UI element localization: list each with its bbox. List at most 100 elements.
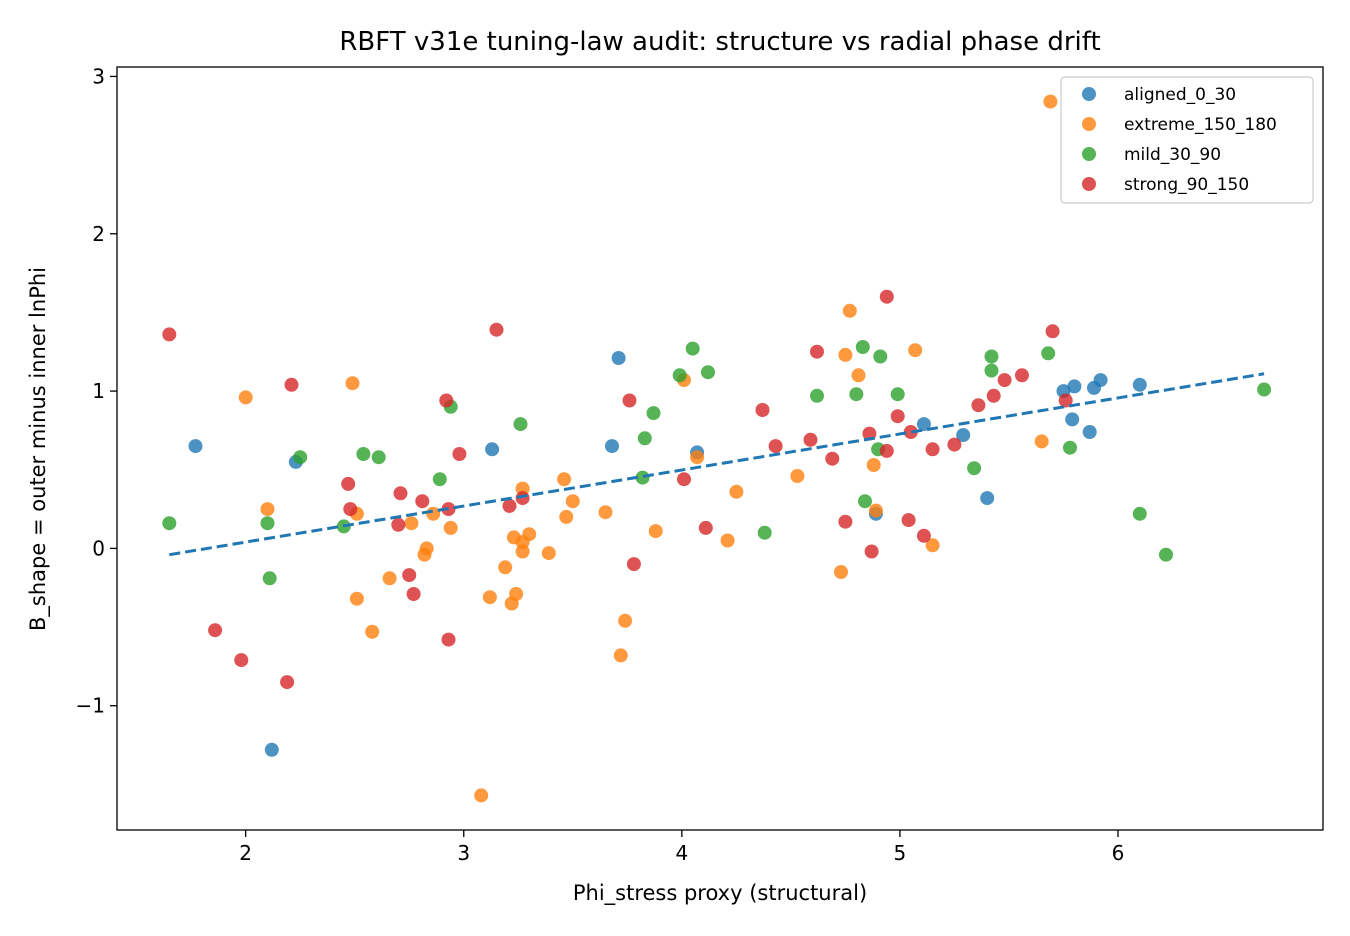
data-point xyxy=(855,340,870,354)
data-point xyxy=(672,368,687,383)
data-point xyxy=(873,349,888,364)
y-tick-label: 0 xyxy=(92,536,105,560)
data-point xyxy=(980,491,995,506)
data-point xyxy=(598,505,613,520)
data-point xyxy=(825,451,840,466)
data-point xyxy=(864,544,879,559)
data-point xyxy=(838,514,853,529)
data-point xyxy=(208,623,223,638)
data-point xyxy=(984,349,999,364)
data-point xyxy=(810,344,824,359)
data-point xyxy=(498,560,513,575)
x-axis-label: Phi_stress proxy (structural) xyxy=(573,881,867,906)
plot-area xyxy=(162,94,1272,803)
data-point xyxy=(605,439,619,454)
x-tick-label: 5 xyxy=(894,841,907,865)
data-point xyxy=(890,387,905,402)
data-point xyxy=(432,472,447,487)
data-point xyxy=(626,557,641,572)
data-point xyxy=(947,437,962,452)
legend-marker xyxy=(1082,117,1096,131)
data-point xyxy=(482,590,497,605)
data-point xyxy=(1093,373,1108,388)
chart-title: RBFT v31e tuning-law audit: structure vs… xyxy=(339,27,1100,57)
series-extreme_150_180 xyxy=(238,94,1058,803)
data-point xyxy=(1132,506,1147,521)
data-point xyxy=(557,472,572,487)
legend-marker xyxy=(1082,147,1096,161)
data-point xyxy=(293,450,308,465)
data-point xyxy=(701,365,715,380)
series-strong_90_150 xyxy=(162,289,1073,690)
legend-box xyxy=(1060,76,1314,204)
data-point xyxy=(803,432,818,447)
data-point xyxy=(404,516,419,531)
data-point xyxy=(903,425,918,439)
data-point xyxy=(393,486,408,501)
data-point xyxy=(162,516,177,531)
data-point xyxy=(677,472,691,487)
data-point xyxy=(838,347,853,362)
data-point xyxy=(349,591,364,606)
data-point xyxy=(842,303,857,318)
legend-label: extreme_150_180 xyxy=(1124,115,1277,135)
data-point xyxy=(382,571,397,586)
data-point xyxy=(264,742,279,757)
data-point xyxy=(790,469,805,483)
data-point xyxy=(1159,547,1173,562)
data-point xyxy=(685,341,700,356)
data-point xyxy=(1034,434,1049,449)
data-point xyxy=(1063,440,1077,455)
data-point xyxy=(916,528,931,543)
data-point xyxy=(1041,346,1056,361)
data-point xyxy=(810,388,824,403)
data-point xyxy=(419,541,434,556)
x-tick-label: 4 xyxy=(675,841,688,865)
data-point xyxy=(611,351,626,365)
data-point xyxy=(541,546,556,561)
data-point xyxy=(1043,94,1058,109)
data-point xyxy=(234,653,249,668)
data-point xyxy=(1082,425,1097,439)
data-point xyxy=(280,675,295,690)
data-point xyxy=(345,376,360,391)
data-point xyxy=(967,461,982,476)
data-point xyxy=(238,390,253,405)
data-point xyxy=(622,393,637,408)
data-point xyxy=(858,494,872,509)
data-point xyxy=(402,568,417,583)
data-point xyxy=(260,516,275,531)
data-point xyxy=(834,565,848,579)
data-point xyxy=(890,409,905,424)
data-point xyxy=(879,443,894,458)
trend-line xyxy=(169,372,1265,557)
data-point xyxy=(1257,382,1272,397)
data-point xyxy=(284,377,299,392)
axes: 2 3 4 5 6 −1 0 1 2 3 xyxy=(76,64,1324,865)
data-point xyxy=(452,447,467,461)
data-point xyxy=(866,458,881,472)
data-point xyxy=(618,613,633,628)
data-point xyxy=(513,417,528,432)
data-point xyxy=(559,509,574,524)
data-point xyxy=(868,503,883,518)
data-point xyxy=(1067,379,1082,394)
data-point xyxy=(391,517,406,532)
data-point xyxy=(879,289,894,304)
data-point xyxy=(1045,324,1060,339)
x-tick-label: 6 xyxy=(1112,841,1125,865)
data-point xyxy=(613,648,628,663)
data-point xyxy=(502,498,517,513)
data-point xyxy=(997,373,1012,388)
data-point xyxy=(371,450,386,465)
data-point xyxy=(646,406,661,421)
data-point xyxy=(1015,368,1029,383)
y-tick-label: 1 xyxy=(92,379,105,403)
x-tick-label: 3 xyxy=(457,841,470,865)
legend-label: strong_90_150 xyxy=(1124,175,1249,195)
data-point xyxy=(916,417,931,432)
data-point xyxy=(984,363,999,378)
data-point xyxy=(648,524,663,539)
data-point xyxy=(485,442,500,457)
data-point xyxy=(356,447,371,461)
